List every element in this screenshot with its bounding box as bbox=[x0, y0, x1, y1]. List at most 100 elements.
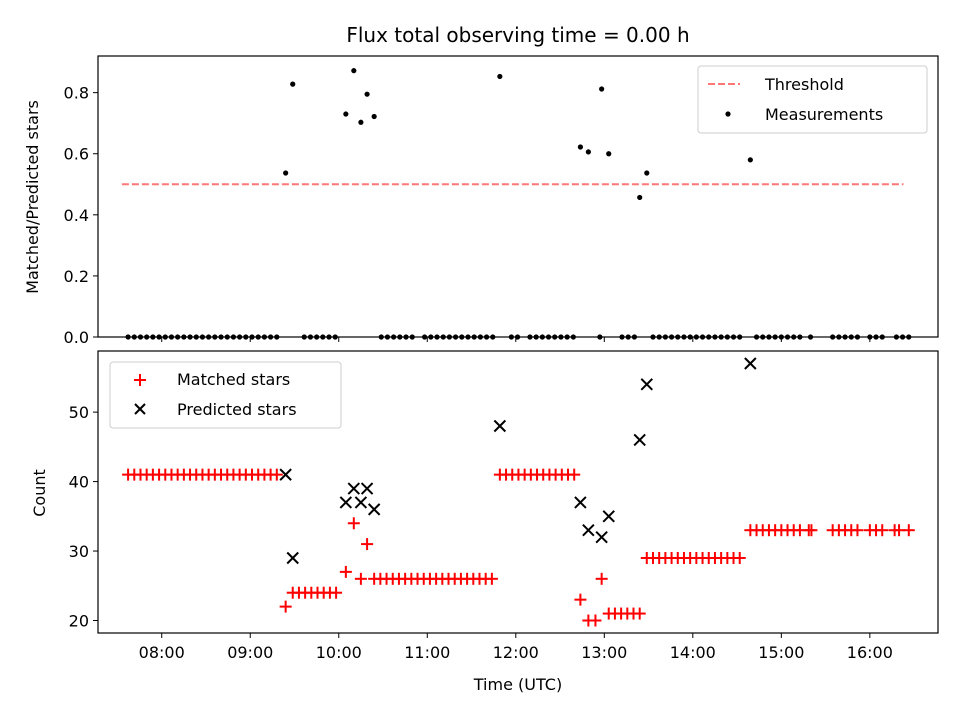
measurement-point bbox=[422, 334, 428, 340]
matched-star-point bbox=[589, 614, 602, 627]
measurement-point bbox=[144, 334, 150, 340]
top-plot: 0.00.20.40.60.8 Matched/Predicted stars … bbox=[23, 55, 939, 347]
top-y-axis-label: Matched/Predicted stars bbox=[23, 100, 42, 294]
matched-star-point bbox=[279, 600, 292, 613]
measurement-point bbox=[181, 334, 187, 340]
legend-predicted-swatch bbox=[134, 403, 146, 415]
measurement-point bbox=[791, 334, 797, 340]
predicted-star-points bbox=[279, 357, 757, 565]
matched-star-point bbox=[633, 607, 646, 620]
x-tick-label: 13:00 bbox=[581, 643, 627, 662]
top-y-tick-label: 0.6 bbox=[64, 145, 89, 164]
predicted-star-point bbox=[602, 510, 615, 523]
matched-star-point bbox=[330, 586, 343, 599]
measurement-point bbox=[899, 334, 906, 340]
bottom-x-axis: 08:00 09:00 10:00 11:00 12:00 13:00 14:00 15:00… bbox=[139, 633, 893, 662]
predicted-star-point bbox=[493, 419, 507, 433]
measurement-point bbox=[314, 334, 320, 340]
measurement-point bbox=[730, 334, 737, 340]
measurement-point bbox=[218, 334, 224, 340]
measurement-point bbox=[778, 334, 784, 340]
x-axis-label: Time (UTC) bbox=[473, 675, 562, 694]
measurement-point bbox=[766, 334, 772, 340]
measurement-points bbox=[125, 68, 912, 340]
measurement-point bbox=[631, 334, 637, 340]
measurement-point bbox=[490, 334, 496, 340]
predicted-star-point bbox=[633, 433, 646, 447]
measurement-point bbox=[836, 334, 842, 340]
measurement-point bbox=[693, 334, 699, 340]
measurement-point bbox=[162, 334, 168, 340]
top-y-axis: 0.0 0.2 0.4 0.6 0.8 bbox=[64, 84, 98, 347]
measurement-point bbox=[364, 91, 370, 97]
measurement-point bbox=[187, 334, 193, 340]
matched-star-point bbox=[568, 468, 581, 481]
measurement-point bbox=[668, 334, 675, 340]
predicted-star-point bbox=[347, 482, 361, 495]
measurement-point bbox=[545, 334, 552, 340]
legend-threshold-label: Threshold bbox=[764, 75, 844, 94]
matched-star-point bbox=[595, 572, 608, 585]
measurement-point bbox=[552, 334, 558, 340]
measurement-point bbox=[747, 157, 753, 163]
measurement-point bbox=[699, 334, 706, 340]
predicted-star-point bbox=[582, 523, 595, 537]
measurement-point bbox=[597, 334, 603, 340]
measurement-point bbox=[320, 334, 326, 340]
x-tick-label: 08:00 bbox=[139, 643, 185, 662]
measurement-point bbox=[434, 334, 440, 340]
measurement-point bbox=[656, 334, 662, 340]
measurement-point bbox=[854, 334, 861, 340]
matched-star-point bbox=[902, 524, 915, 537]
measurement-point bbox=[230, 334, 237, 340]
measurement-point bbox=[212, 334, 218, 340]
top-legend-box bbox=[697, 65, 928, 134]
matched-star-point bbox=[347, 517, 360, 530]
bottom-y-tick-label: 20 bbox=[69, 611, 89, 630]
measurement-point bbox=[307, 334, 314, 340]
measurement-point bbox=[893, 334, 899, 340]
measurement-point bbox=[428, 334, 434, 340]
measurement-point bbox=[797, 334, 803, 340]
measurement-point bbox=[533, 334, 539, 340]
measurement-point bbox=[403, 334, 409, 340]
measurement-point bbox=[508, 334, 514, 340]
measurement-point bbox=[675, 334, 681, 340]
measurement-point bbox=[358, 119, 364, 125]
measurement-point bbox=[564, 334, 570, 340]
x-tick-label: 09:00 bbox=[227, 643, 273, 662]
predicted-star-point bbox=[744, 357, 757, 370]
measurement-point bbox=[558, 334, 564, 340]
measurement-point bbox=[539, 334, 545, 340]
measurement-point bbox=[706, 334, 712, 340]
matched-star-point bbox=[270, 468, 283, 481]
measurement-point bbox=[193, 334, 199, 340]
measurement-point bbox=[261, 334, 268, 340]
predicted-star-point bbox=[360, 482, 374, 495]
measurement-point bbox=[483, 334, 490, 340]
measurement-point bbox=[452, 334, 459, 340]
measurement-point bbox=[724, 334, 730, 340]
measurement-point bbox=[283, 170, 289, 176]
measurement-point bbox=[644, 170, 650, 176]
measurement-point bbox=[351, 68, 357, 74]
top-legend: Threshold Measurements bbox=[697, 65, 928, 134]
measurement-point bbox=[199, 334, 206, 340]
measurement-point bbox=[384, 334, 391, 340]
measurement-point bbox=[397, 334, 403, 340]
measurement-point bbox=[570, 334, 576, 340]
measurement-point bbox=[371, 113, 377, 120]
measurement-point bbox=[440, 334, 446, 340]
bottom-legend-box bbox=[109, 361, 342, 429]
measurement-point bbox=[156, 334, 162, 340]
matched-star-point bbox=[361, 538, 374, 551]
bottom-y-axis: 20 30 40 50 bbox=[69, 403, 98, 630]
measurement-point bbox=[906, 334, 912, 340]
bottom-plot: 20 30 40 50 08:00 09:00 10:00 11:00 12:00 13:00 1… bbox=[30, 350, 939, 694]
legend-measurement-swatch bbox=[725, 111, 731, 117]
legend-matched-label: Matched stars bbox=[177, 370, 290, 389]
matched-star-point bbox=[354, 572, 367, 585]
measurement-point bbox=[326, 334, 332, 340]
chart-title: Flux total observing time = 0.00 h bbox=[346, 23, 689, 47]
legend-measurements-label: Measurements bbox=[765, 105, 883, 124]
